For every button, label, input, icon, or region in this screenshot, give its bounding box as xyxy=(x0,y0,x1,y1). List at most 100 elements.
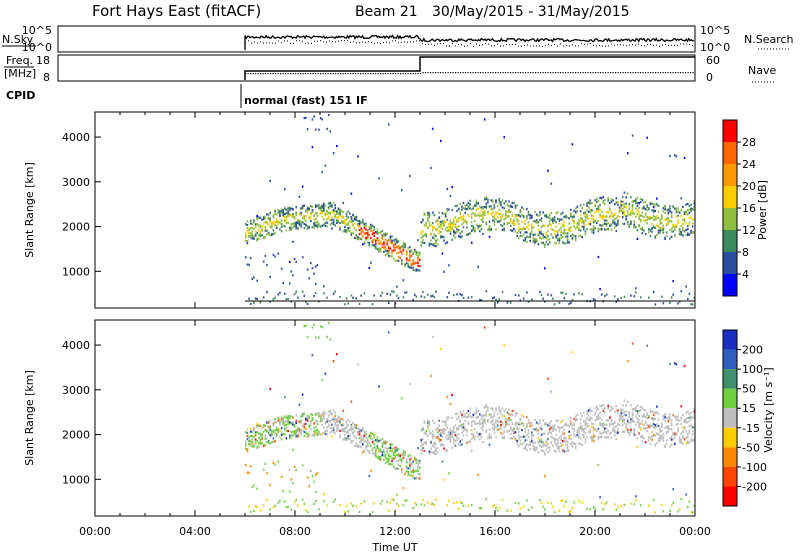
velocity-cell xyxy=(505,408,507,411)
power-cell xyxy=(251,234,254,237)
power-cell xyxy=(688,211,691,214)
power-cell xyxy=(490,205,492,208)
velocity-cell xyxy=(319,433,322,436)
velocity-cell xyxy=(368,450,371,453)
velocity-cell xyxy=(448,433,450,436)
power-cell xyxy=(272,216,275,219)
velocity-cell xyxy=(288,468,291,472)
power-cell xyxy=(516,204,518,207)
velocity-cell xyxy=(428,424,431,427)
velocity-cell xyxy=(535,448,538,451)
power-cbar-tick-label-3: 16 xyxy=(742,202,756,215)
power-cell xyxy=(587,210,590,213)
power-cell xyxy=(379,231,382,234)
velocity-cell xyxy=(615,409,618,412)
power-cell xyxy=(599,288,601,291)
velocity-cell xyxy=(267,421,270,424)
power-cell xyxy=(480,228,483,231)
nsearch-dot xyxy=(482,44,483,46)
power-cell xyxy=(571,219,574,222)
velocity-cell xyxy=(635,406,637,409)
power-cell xyxy=(448,291,450,294)
velocity-cell xyxy=(552,426,554,429)
power-cell xyxy=(617,298,619,301)
power-cell xyxy=(456,228,458,231)
velocity-cell xyxy=(303,424,306,428)
power-cell xyxy=(305,210,307,213)
power-cell xyxy=(287,214,289,217)
power-cell xyxy=(691,218,694,221)
power-cell xyxy=(342,216,345,219)
power-cell xyxy=(360,230,362,233)
power-cell xyxy=(392,290,395,293)
velocity-cell xyxy=(267,426,270,429)
power-cell xyxy=(605,293,608,296)
power-cell xyxy=(565,229,567,232)
velocity-cell xyxy=(381,442,384,445)
power-cell xyxy=(561,232,564,235)
power-cell xyxy=(592,221,595,224)
velocity-cell xyxy=(251,430,254,433)
velocity-cell xyxy=(602,431,605,434)
power-cell xyxy=(397,256,400,259)
velocity-cell xyxy=(568,449,570,452)
velocity-cell xyxy=(500,427,502,430)
power-cell xyxy=(558,228,561,231)
velocity-cell xyxy=(428,452,431,455)
velocity-cell xyxy=(602,409,605,413)
nave-dot xyxy=(377,73,379,75)
nave-dot xyxy=(277,73,279,75)
velocity-cell xyxy=(690,424,692,427)
velocity-cell xyxy=(641,423,644,426)
velocity-cell xyxy=(513,428,515,431)
velocity-cell xyxy=(345,426,348,429)
power-cell xyxy=(365,222,367,225)
velocity-cell xyxy=(347,431,349,434)
velocity-cell xyxy=(451,446,453,449)
velocity-cell xyxy=(269,419,271,422)
velocity-cell xyxy=(542,505,544,508)
velocity-cell xyxy=(431,419,434,422)
velocity-cell xyxy=(350,400,353,403)
velocity-cell xyxy=(381,446,384,449)
velocity-cell xyxy=(475,412,478,415)
velocity-cell xyxy=(553,441,556,444)
power-cell xyxy=(513,228,515,231)
velocity-cell xyxy=(636,445,639,448)
power-cell xyxy=(687,228,689,231)
velocity-cell xyxy=(550,390,553,393)
power-cell xyxy=(526,215,528,218)
velocity-cell xyxy=(249,465,252,468)
velocity-cell xyxy=(318,412,320,416)
velocity-cbar-tick-label-6: -100 xyxy=(742,461,767,474)
velocity-cell xyxy=(461,426,463,429)
velocity-cell xyxy=(357,427,359,431)
velocity-cell xyxy=(412,471,414,474)
velocity-cell xyxy=(271,433,273,437)
velocity-cell xyxy=(500,420,502,423)
power-cell xyxy=(518,294,520,297)
power-cell xyxy=(492,212,494,215)
nsearch-dot xyxy=(659,45,660,47)
velocity-cell xyxy=(675,433,678,437)
power-cell xyxy=(545,240,548,243)
velocity-cell xyxy=(446,416,449,419)
power-cell xyxy=(363,224,366,227)
power-cell xyxy=(691,208,694,211)
power-cell xyxy=(285,218,288,221)
velocity-cell xyxy=(680,432,683,436)
velocity-cell xyxy=(303,502,306,505)
power-cell xyxy=(407,262,410,265)
velocity-cell xyxy=(409,454,411,457)
power-cell xyxy=(274,224,276,227)
power-cell xyxy=(498,213,501,216)
power-cell xyxy=(412,261,414,264)
velocity-cell xyxy=(441,431,444,434)
power-cell xyxy=(661,221,663,225)
power-cell xyxy=(427,226,429,230)
velocity-cell xyxy=(245,441,247,444)
power-cell xyxy=(522,227,525,230)
power-cell xyxy=(563,224,566,227)
velocity-cell xyxy=(259,509,262,512)
nsearch-dot xyxy=(335,41,336,43)
